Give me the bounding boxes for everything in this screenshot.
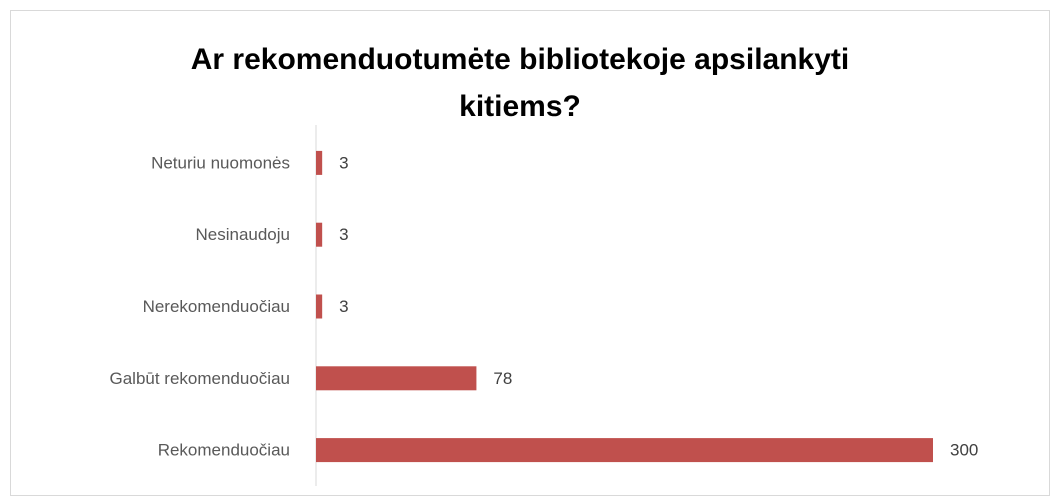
bar — [316, 150, 323, 175]
value-label: 300 — [950, 441, 978, 460]
chart-title: Ar rekomenduotumėte bibliotekoje apsilan… — [190, 43, 850, 123]
bar — [316, 222, 323, 247]
bar — [316, 294, 323, 319]
chart-frame — [10, 10, 1050, 496]
category-label: Nesinaudoju — [195, 225, 290, 244]
value-label: 3 — [339, 153, 348, 172]
value-label: 3 — [339, 297, 348, 316]
category-label: Rekomenduočiau — [158, 441, 290, 460]
category-label: Nerekomenduočiau — [143, 297, 290, 316]
value-label: 78 — [493, 369, 512, 388]
category-label: Galbūt rekomenduočiau — [109, 369, 290, 388]
bar — [316, 366, 477, 391]
value-label: 3 — [339, 225, 348, 244]
category-label: Neturiu nuomonės — [151, 153, 290, 172]
bar — [316, 438, 933, 463]
